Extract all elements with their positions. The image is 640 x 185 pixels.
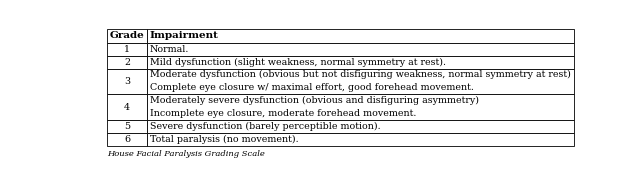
Text: Grade: Grade (109, 31, 145, 40)
Bar (108, 29, 147, 43)
Bar (147, 133, 573, 146)
Text: Moderate dysfunction (obvious but not disfiguring weakness, normal symmetry at r: Moderate dysfunction (obvious but not di… (150, 70, 571, 80)
Text: Moderately severe dysfunction (obvious and disfiguring asymmetry): Moderately severe dysfunction (obvious a… (150, 96, 479, 105)
Bar (108, 95, 147, 120)
Text: 3: 3 (124, 77, 130, 86)
Text: House Facial Paralysis Grading Scale: House Facial Paralysis Grading Scale (108, 150, 265, 158)
Bar (147, 69, 573, 95)
Bar (108, 56, 147, 69)
Bar (108, 43, 147, 56)
Bar (147, 95, 573, 120)
Text: Mild dysfunction (slight weakness, normal symmetry at rest).: Mild dysfunction (slight weakness, norma… (150, 58, 446, 67)
Text: 4: 4 (124, 103, 130, 112)
Bar (147, 120, 573, 133)
Bar (147, 29, 573, 43)
Text: Total paralysis (no movement).: Total paralysis (no movement). (150, 135, 298, 144)
Text: Normal.: Normal. (150, 45, 189, 54)
Text: 1: 1 (124, 45, 130, 54)
Text: 6: 6 (124, 135, 130, 144)
Bar (108, 120, 147, 133)
Text: Incomplete eye closure, moderate forehead movement.: Incomplete eye closure, moderate forehea… (150, 109, 416, 118)
Text: 2: 2 (124, 58, 130, 67)
Bar (108, 133, 147, 146)
Bar (147, 43, 573, 56)
Text: Impairment: Impairment (150, 31, 219, 40)
Bar (147, 56, 573, 69)
Text: Complete eye closure w/ maximal effort, good forehead movement.: Complete eye closure w/ maximal effort, … (150, 83, 474, 92)
Bar (108, 69, 147, 95)
Text: Severe dysfunction (barely perceptible motion).: Severe dysfunction (barely perceptible m… (150, 122, 381, 131)
Text: 5: 5 (124, 122, 130, 131)
